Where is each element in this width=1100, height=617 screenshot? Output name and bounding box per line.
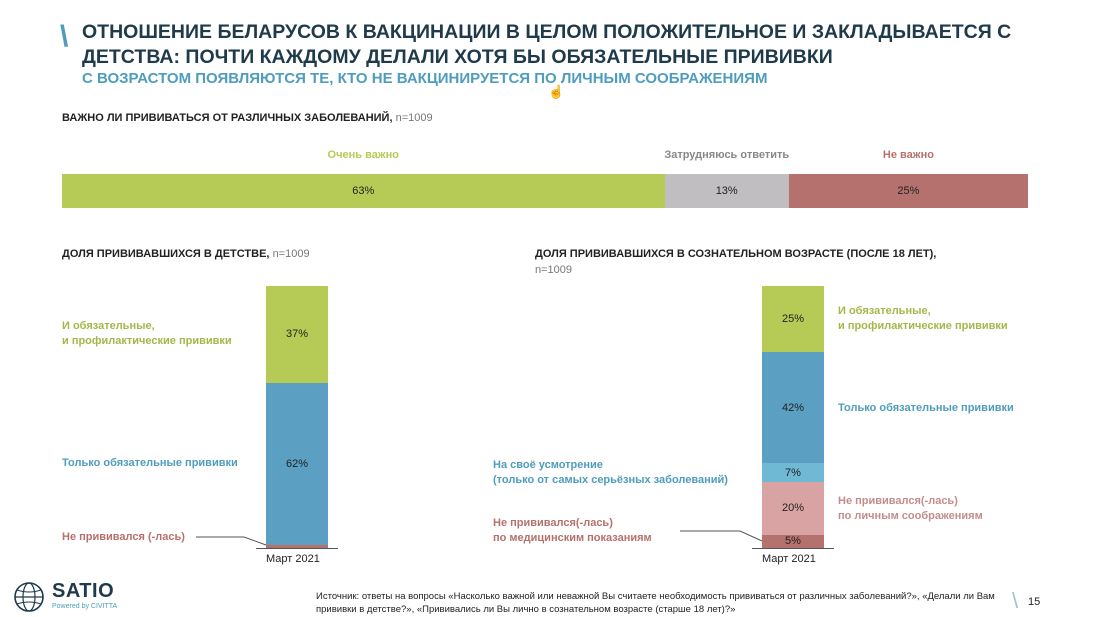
chart1-bar-very-important: 63% — [62, 174, 665, 208]
chart3-bar-mandatory: 42% — [762, 352, 824, 464]
globe-icon — [14, 582, 44, 612]
hand-cursor-icon: ☝ — [548, 84, 565, 99]
chart2-stacked-bar: 37% 62% — [266, 286, 328, 548]
chart3-value-personal-reasons: 20% — [781, 502, 805, 515]
chart3-value-both: 25% — [781, 313, 805, 326]
chart3-bar-discretion: 7% — [762, 463, 824, 482]
page-title: ОТНОШЕНИЕ БЕЛАРУСОВ К ВАКЦИНАЦИИ В ЦЕЛОМ… — [82, 21, 1012, 68]
chart3-value-medical-reasons: 5% — [785, 535, 801, 548]
source-note: Источник: ответы на вопросы «Насколько в… — [316, 591, 995, 615]
chart1-legend-not-important: Не важно — [882, 149, 934, 161]
chart1-value-hard-to-say: 13% — [715, 185, 738, 197]
logo-name: SATIO — [52, 580, 115, 602]
page-number: 15 — [1028, 596, 1041, 608]
chart3-label-mandatory: Только обязательные прививки — [838, 402, 1014, 414]
chart3-bar-personal-reasons: 20% — [762, 481, 824, 535]
chart2-bar-not-vaccinated — [266, 545, 328, 548]
chart3-label-both: И обязательные, и профилактические приви… — [838, 305, 1008, 332]
chart3-label-personal-reasons: Не прививался(-лась) по личным соображен… — [838, 495, 983, 522]
title-accent-slash: \ — [60, 20, 69, 53]
chart3-bar-medical-reasons: 5% — [762, 534, 824, 548]
chart1-stacked-bar: 63% 13% 25% — [62, 174, 1028, 208]
chart2-title: ДОЛЯ ПРИВИВАВШИХСЯ В ДЕТСТВЕ, n=1009 — [62, 248, 310, 260]
satio-logo: SATIO Powered by CIVITTA — [12, 580, 142, 612]
chart1-title: ВАЖНО ЛИ ПРИВИВАТЬСЯ ОТ РАЗЛИЧНЫХ ЗАБОЛЕ… — [62, 112, 433, 124]
chart1-bar-not-important: 25% — [788, 174, 1028, 208]
chart3-value-mandatory: 42% — [781, 401, 805, 414]
logo-sub: Powered by CIVITTA — [52, 603, 118, 610]
chart3-baseline — [752, 548, 834, 549]
chart3-stacked-bar: 25% 42% 7% 20% 5% — [762, 286, 824, 548]
chart2-label-mandatory: Только обязательные прививки — [62, 457, 238, 469]
chart3-leader-medical-reasons — [680, 530, 763, 542]
chart2-bar-both: 37% — [266, 286, 328, 383]
chart1-legend-hard-to-say: Затрудняюсь ответить — [664, 149, 790, 161]
chart3-bar-both: 25% — [762, 286, 824, 353]
chart3-n: n=1009 — [535, 264, 573, 276]
chart2-value-both: 37% — [285, 328, 309, 341]
chart3-title: ДОЛЯ ПРИВИВАВШИХСЯ В СОЗНАТЕЛЬНОМ ВОЗРАС… — [535, 248, 937, 260]
chart2-label-not-vaccinated: Не прививался (-лась) — [62, 531, 185, 543]
chart3-x-label: Март 2021 — [762, 553, 816, 565]
chart1-value-not-important: 25% — [897, 185, 920, 197]
chart2-bar-mandatory: 62% — [266, 382, 328, 546]
chart1-bar-hard-to-say: 13% — [664, 174, 789, 208]
chart2-baseline — [256, 548, 338, 549]
chart3-label-medical-reasons: Не прививался(-лась) по медицинским пока… — [493, 517, 652, 544]
chart3-label-discretion: На своё усмотрение (только от самых серь… — [493, 459, 728, 486]
chart2-value-mandatory: 62% — [285, 458, 309, 471]
page-slash: \ — [1012, 588, 1019, 613]
chart2-x-label: Март 2021 — [266, 553, 320, 565]
page-subtitle: С ВОЗРАСТОМ ПОЯВЛЯЮТСЯ ТЕ, КТО НЕ ВАКЦИН… — [82, 70, 768, 87]
chart2-label-both: И обязательные, и профилактические приви… — [62, 320, 232, 347]
chart1-value-very-important: 63% — [352, 185, 375, 197]
chart3-value-discretion: 7% — [785, 466, 801, 479]
chart2-leader-not-vaccinated — [196, 536, 267, 546]
chart1-legend-very-important: Очень важно — [327, 149, 399, 161]
